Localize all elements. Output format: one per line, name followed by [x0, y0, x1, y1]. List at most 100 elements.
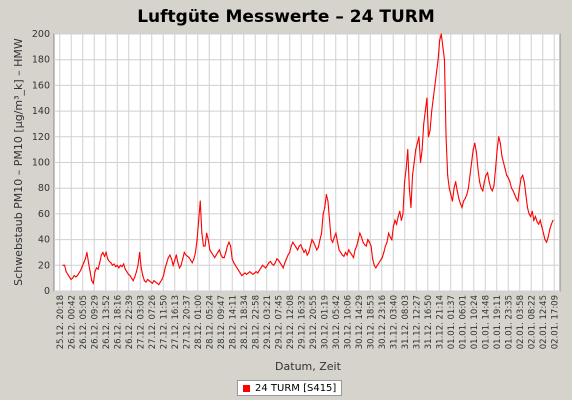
x-tick-label: 02.01. 17:09: [550, 295, 560, 349]
data-point: [335, 232, 337, 234]
data-point: [512, 190, 514, 192]
data-point: [95, 267, 98, 269]
data-point: [92, 282, 94, 284]
data-point: [273, 264, 275, 266]
data-point: [534, 215, 537, 218]
data-point: [62, 264, 64, 266]
data-point: [403, 181, 406, 183]
gridlines: [54, 33, 560, 292]
data-point: [194, 251, 197, 254]
data-point: [258, 269, 260, 272]
y-tick-label: 180: [32, 55, 50, 66]
data-point: [75, 276, 77, 278]
data-point: [397, 215, 399, 218]
data-point: [482, 190, 484, 192]
data-point: [494, 168, 497, 170]
data-point: [319, 239, 321, 241]
data-point: [547, 236, 549, 238]
x-tick-label: 28.12. 05:24: [205, 295, 215, 349]
data-point: [91, 280, 93, 282]
data-point: [78, 272, 80, 274]
x-tick-label: 30.12. 18:53: [366, 295, 376, 349]
data-point: [416, 142, 418, 144]
data-point: [472, 149, 474, 151]
data-point: [459, 203, 462, 205]
data-point: [134, 276, 136, 278]
data-point: [394, 219, 396, 221]
data-point: [215, 254, 217, 256]
data-point: [303, 251, 305, 254]
data-point: [116, 264, 118, 266]
data-point: [143, 280, 145, 282]
data-point: [333, 236, 335, 238]
data-point: [83, 262, 85, 264]
data-point: [76, 274, 78, 277]
data-point: [148, 280, 150, 282]
data-point: [488, 181, 490, 183]
data-point: [70, 278, 72, 281]
data-point: [218, 249, 221, 251]
data-point: [435, 71, 438, 74]
data-point: [207, 239, 209, 241]
data-point: [316, 249, 318, 251]
data-point: [247, 272, 249, 274]
data-point: [541, 226, 543, 228]
data-point: [161, 278, 163, 281]
data-point: [284, 262, 286, 264]
data-point: [536, 221, 538, 223]
legend: 24 TURM [S415]: [237, 380, 343, 396]
data-point: [344, 251, 347, 254]
data-point: [407, 149, 409, 151]
data-point: [389, 236, 391, 238]
data-point: [282, 267, 284, 269]
data-point: [252, 273, 254, 275]
data-point: [253, 272, 256, 274]
data-point: [121, 265, 123, 268]
data-point: [206, 232, 208, 234]
data-point: [399, 210, 401, 212]
x-tick-label: 01.01. 14:48: [481, 295, 491, 349]
data-point: [383, 251, 385, 254]
data-point: [509, 181, 511, 183]
data-point: [142, 274, 144, 277]
data-point: [111, 264, 114, 266]
data-point: [445, 136, 447, 138]
x-tick-label: 30.12. 05:42: [332, 295, 342, 349]
data-point: [477, 168, 479, 170]
data-point: [317, 246, 319, 248]
data-point: [139, 251, 141, 254]
data-point: [226, 245, 228, 247]
data-point: [298, 245, 300, 247]
data-point: [250, 272, 252, 274]
x-tick-label: 31.12. 16:50: [424, 295, 434, 349]
data-point: [458, 197, 460, 200]
data-point: [324, 206, 326, 209]
data-point: [124, 268, 126, 270]
x-axis-label: Datum, Zeit: [275, 360, 342, 373]
x-tick-label: 01.01. 23:35: [504, 295, 514, 349]
data-point: [115, 265, 117, 268]
data-point: [469, 174, 471, 176]
data-point: [233, 262, 235, 264]
data-point: [456, 190, 458, 192]
data-point: [158, 283, 160, 286]
data-point: [73, 274, 75, 277]
data-point: [266, 264, 268, 266]
x-tick-label: 28.12. 18:34: [240, 295, 250, 349]
x-tick-label: 01.01. 10:24: [470, 295, 480, 349]
data-point: [517, 200, 519, 202]
data-point: [365, 245, 367, 247]
x-tick-label: 26.12. 18:16: [113, 295, 123, 349]
data-point: [64, 264, 66, 266]
data-point: [300, 244, 302, 246]
data-point: [225, 251, 227, 254]
data-point: [87, 262, 90, 264]
data-point: [107, 258, 109, 260]
data-point: [118, 267, 120, 269]
data-point: [289, 251, 291, 254]
data-point: [174, 259, 176, 261]
y-tick-label: 40: [38, 235, 50, 246]
data-point: [239, 272, 241, 274]
data-point: [450, 194, 452, 196]
data-point: [175, 254, 177, 256]
